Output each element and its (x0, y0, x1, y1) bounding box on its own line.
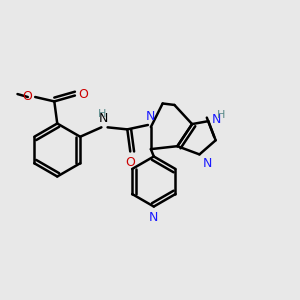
Text: H: H (217, 110, 226, 120)
Text: N: N (212, 113, 221, 126)
Text: N: N (149, 211, 158, 224)
Text: O: O (22, 91, 32, 103)
Text: O: O (79, 88, 88, 100)
Text: N: N (203, 157, 212, 170)
Text: O: O (125, 156, 135, 169)
Text: H: H (98, 109, 106, 119)
Text: N: N (146, 110, 156, 123)
Text: N: N (99, 112, 108, 125)
